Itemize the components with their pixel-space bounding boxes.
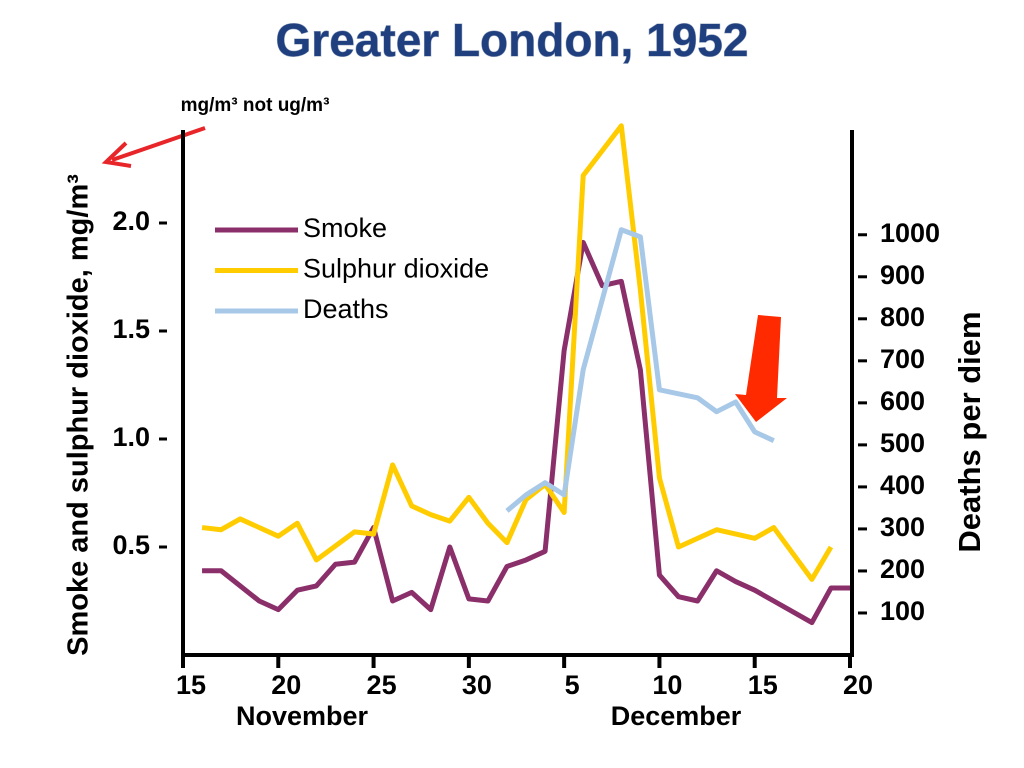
y2-tick-label: 1000 bbox=[880, 218, 940, 248]
y2-tick-label: 300 bbox=[880, 512, 925, 542]
y-tick-label: 0.5 bbox=[112, 530, 150, 560]
y2-tick-label: 400 bbox=[880, 470, 925, 500]
y-tick-label: 1.5 bbox=[112, 314, 150, 344]
annotation: mg/m³ not ug/m³ bbox=[181, 95, 330, 116]
y2-tick-label: 500 bbox=[880, 428, 925, 458]
x-month-label: November bbox=[236, 701, 369, 731]
y-tick-label: 1.0 bbox=[112, 422, 150, 452]
x-tick-label: 20 bbox=[271, 670, 301, 700]
x-tick-label: 5 bbox=[565, 670, 580, 700]
x-tick-label: 10 bbox=[652, 670, 682, 700]
legend-label: Deaths bbox=[303, 294, 389, 324]
series-line bbox=[202, 239, 850, 626]
annotation-arrow-head bbox=[101, 141, 132, 168]
y2-tick-label: 700 bbox=[880, 344, 925, 374]
y2-tick-label: 100 bbox=[880, 596, 925, 626]
legend-label: Smoke bbox=[303, 213, 387, 243]
legend-label: Sulphur dioxide bbox=[303, 254, 489, 284]
x-tick-label: 15 bbox=[748, 670, 778, 700]
annotation-arrow bbox=[111, 126, 206, 162]
y2-tick-label: 600 bbox=[880, 386, 925, 416]
x-tick-label: 30 bbox=[462, 670, 492, 700]
y2-tick-label: 200 bbox=[880, 554, 925, 584]
chart-title: Greater London, 1952 bbox=[276, 14, 749, 66]
y2-axis-label: Deaths per diem bbox=[952, 311, 987, 552]
x-tick-label: 20 bbox=[843, 670, 873, 700]
series-line bbox=[505, 227, 775, 513]
highlight-arrow bbox=[735, 315, 787, 422]
y-tick-label: 2.0 bbox=[112, 206, 150, 236]
x-tick-label: 15 bbox=[176, 670, 206, 700]
x-tick-label: 25 bbox=[367, 670, 397, 700]
y-axis-label: Smoke and sulphur dioxide, mg/m³ bbox=[63, 174, 95, 656]
x-month-label: December bbox=[611, 701, 742, 731]
y2-tick-label: 800 bbox=[880, 302, 925, 332]
series-line bbox=[201, 123, 834, 582]
y2-tick-label: 900 bbox=[880, 260, 925, 290]
